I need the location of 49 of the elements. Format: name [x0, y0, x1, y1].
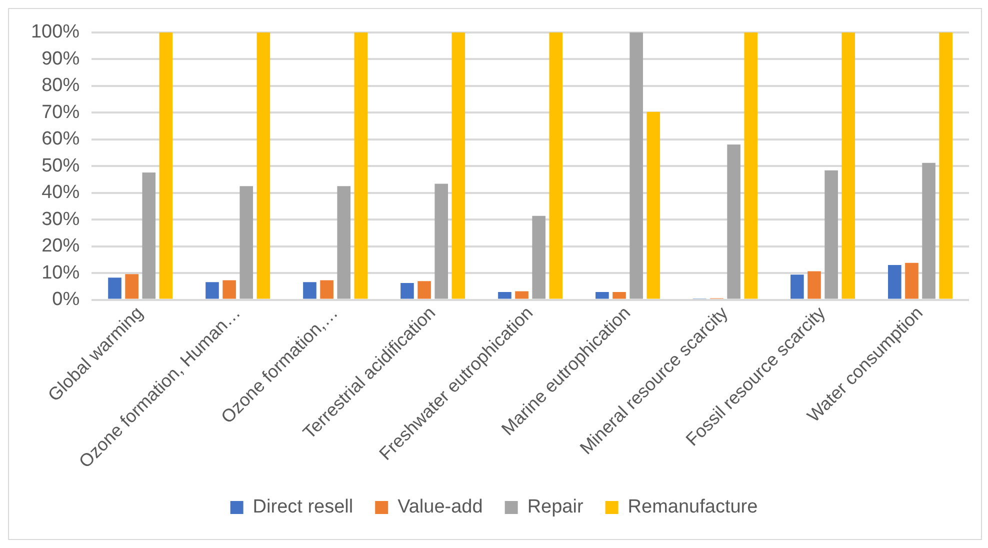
bar [434, 184, 448, 299]
y-tick-label: 0% [52, 289, 80, 310]
bar [240, 186, 254, 299]
bar [354, 32, 368, 299]
bar [842, 32, 856, 299]
bar [905, 262, 918, 299]
bar [108, 278, 122, 299]
y-tick-label: 90% [42, 48, 80, 70]
y-tick-label: 70% [42, 102, 80, 123]
bar [418, 281, 431, 299]
bar [888, 265, 902, 299]
y-tick-label: 50% [42, 155, 80, 176]
y-tick-label: 20% [42, 236, 80, 257]
bar [922, 162, 936, 299]
legend-label: Value-add [398, 496, 483, 518]
legend-label: Remanufacture [628, 496, 758, 518]
bar [727, 144, 740, 299]
bar [612, 292, 626, 299]
bar [452, 32, 466, 299]
bar [515, 291, 528, 299]
y-tick-label: 10% [42, 262, 80, 284]
legend-label: Direct resell [252, 496, 354, 518]
bar [790, 274, 804, 299]
bar [159, 32, 173, 299]
y-tick-label: 80% [42, 75, 80, 96]
y-tick-label: 40% [42, 182, 80, 204]
bar [630, 32, 643, 299]
y-tick-label: 30% [42, 208, 80, 230]
legend-label: Repair [527, 496, 584, 518]
bar [400, 282, 414, 299]
bar [824, 170, 838, 299]
bar [222, 280, 236, 299]
bar [303, 282, 316, 299]
bar [320, 280, 334, 299]
bar [498, 292, 512, 299]
y-tick-label: 60% [42, 128, 80, 150]
y-tick-label: 100% [30, 22, 80, 43]
bar [939, 32, 952, 299]
bar [142, 172, 156, 299]
bar [549, 32, 563, 299]
bar [744, 32, 758, 299]
bar [337, 186, 351, 299]
bar [206, 282, 219, 299]
bar [256, 32, 270, 299]
bar [808, 271, 821, 299]
bar [646, 112, 660, 299]
bar [532, 216, 546, 299]
bar [596, 292, 609, 299]
bar [125, 274, 138, 299]
